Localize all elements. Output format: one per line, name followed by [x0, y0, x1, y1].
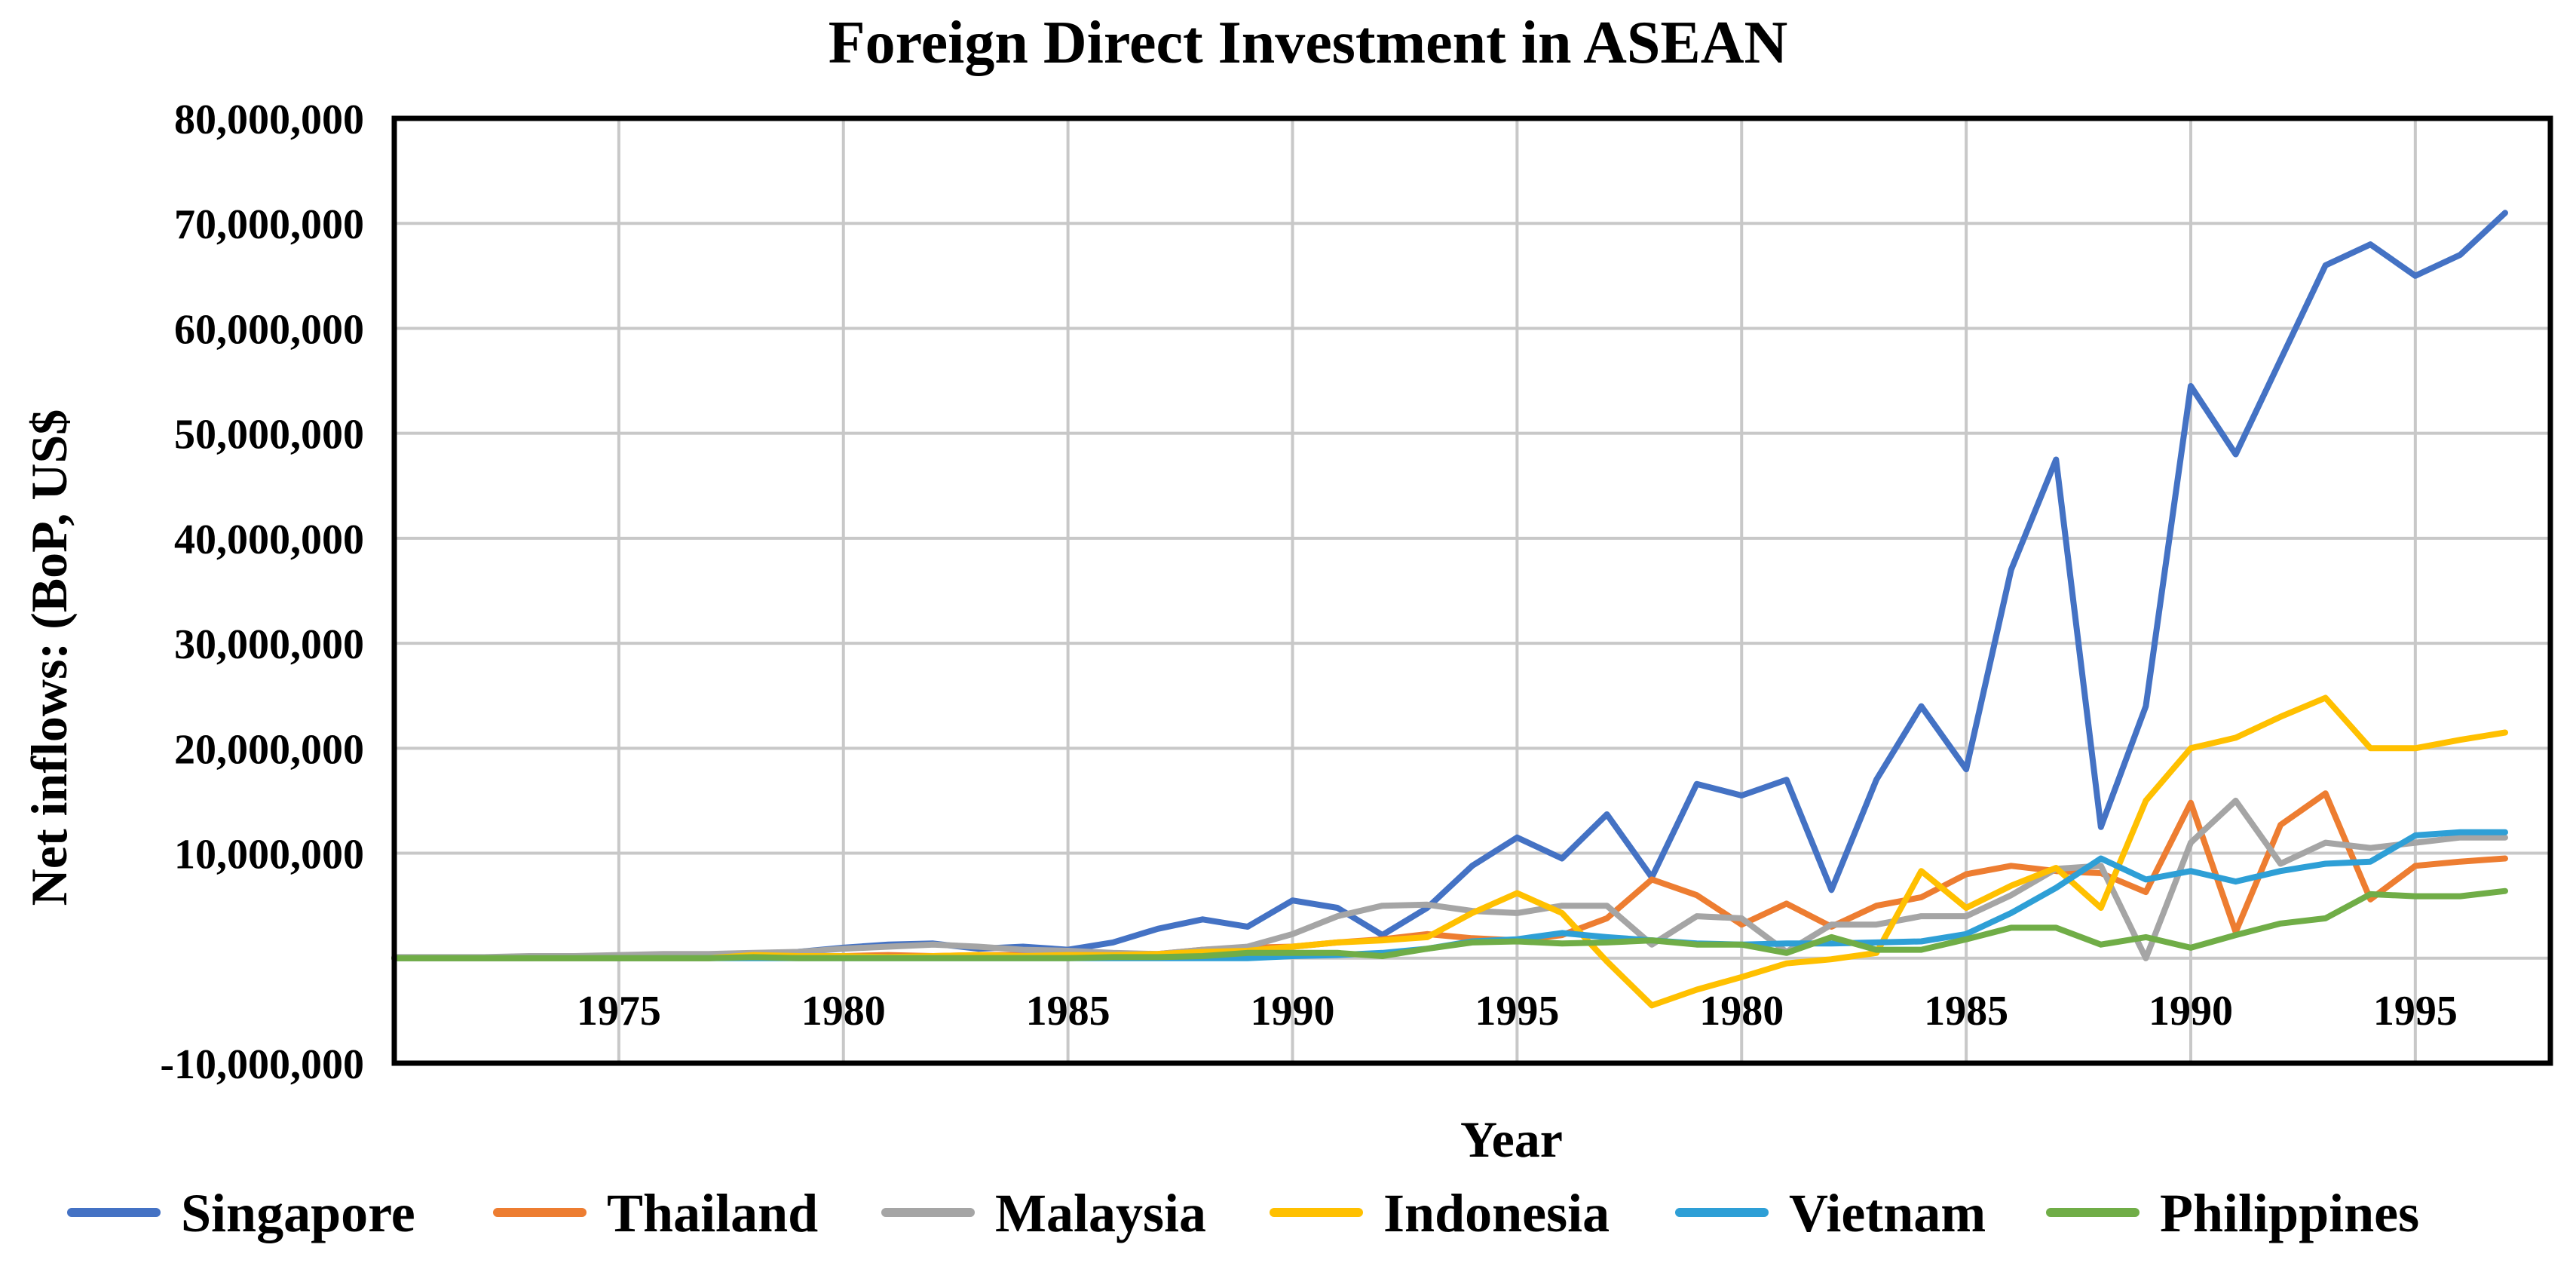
y-tick-label: 40,000,000	[174, 517, 364, 563]
legend-label-malaysia: Malaysia	[995, 1183, 1206, 1243]
x-tick-label: 1990	[1250, 988, 1334, 1035]
legend-label-philippines: Philippines	[2160, 1183, 2419, 1243]
legend-label-thailand: Thailand	[607, 1183, 818, 1243]
y-tick-label: 10,000,000	[174, 832, 364, 878]
y-tick-label: 30,000,000	[174, 621, 364, 668]
legend: Singapore Thailand Malaysia Indonesia Vietna…	[67, 1183, 2419, 1243]
plot-frame	[391, 115, 2553, 1066]
x-axis-ticks: 1975 1980 1985 1990 1995 1980 1985 1990 1995	[577, 988, 2458, 1035]
y-tick-label: 80,000,000	[174, 97, 364, 143]
x-tick-label: 1985	[1026, 988, 1110, 1035]
legend-label-singapore: Singapore	[181, 1183, 415, 1243]
x-tick-label: 1990	[2149, 988, 2233, 1035]
x-tick-label: 1995	[2373, 988, 2458, 1035]
y-tick-label: 50,000,000	[174, 412, 364, 458]
series-lines	[391, 210, 2508, 1009]
x-tick-label: 1980	[801, 988, 886, 1035]
y-axis-ticks: 80,000,000 70,000,000 60,000,000 50,000,000…	[160, 97, 364, 1088]
x-axis-label: Year	[1460, 1111, 1563, 1168]
x-tick-label: 1980	[1699, 988, 1784, 1035]
series-line-thailand	[391, 790, 2508, 961]
x-tick-label: 1975	[577, 988, 661, 1035]
legend-label-vietnam: Vietnam	[1789, 1183, 1986, 1243]
y-tick-label: 20,000,000	[174, 726, 364, 773]
chart-title: Foreign Direct Investment in ASEAN	[829, 10, 1788, 76]
legend-label-indonesia: Indonesia	[1383, 1183, 1610, 1243]
y-tick-label: 70,000,000	[174, 201, 364, 248]
y-tick-label: 60,000,000	[174, 306, 364, 353]
x-tick-label: 1985	[1924, 988, 2008, 1035]
y-axis-label: Net inflows: (BoP, US$	[20, 409, 78, 906]
gridlines	[394, 118, 2550, 1063]
x-tick-label: 1995	[1475, 988, 1559, 1035]
y-tick-label: -10,000,000	[160, 1041, 364, 1088]
series-line-philippines	[391, 887, 2508, 961]
